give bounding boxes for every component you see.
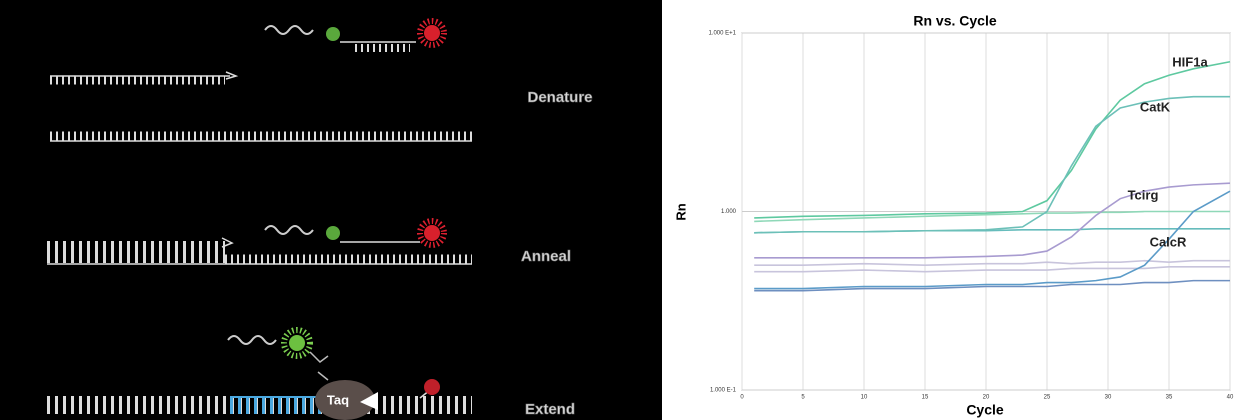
series-line — [754, 95, 1230, 234]
taq-mouth — [360, 392, 378, 410]
probe-tail — [227, 335, 277, 345]
series-line — [754, 182, 1231, 259]
series-label: CalcR — [1150, 234, 1187, 249]
series-line — [754, 210, 1230, 223]
series-line — [754, 190, 1231, 290]
cleaved-probe — [309, 351, 329, 381]
series-line — [754, 60, 1231, 219]
x-tick-label: 25 — [1044, 395, 1051, 401]
primer-arrow — [221, 237, 234, 248]
quencher-rays — [417, 18, 447, 48]
step-label: Anneal — [521, 248, 571, 265]
quencher — [424, 225, 440, 241]
chart-title: Rn vs. Cycle — [913, 13, 996, 29]
diagram-background — [0, 0, 662, 420]
quencher — [424, 25, 440, 41]
series-line — [754, 266, 1230, 273]
y-tick-label: 1.000 — [721, 209, 737, 215]
y-axis-label: Rn — [673, 203, 688, 220]
x-tick-label: 40 — [1227, 395, 1234, 401]
probe-tail — [264, 25, 314, 35]
reporter-rays — [281, 327, 313, 359]
y-tick-label: 1.000 E-1 — [710, 388, 737, 394]
x-tick-label: 20 — [983, 395, 990, 401]
series-line — [754, 279, 1230, 292]
x-tick-label: 15 — [922, 395, 929, 401]
reporter-dye — [289, 335, 305, 351]
series-label: HIF1a — [1172, 54, 1208, 69]
reporter-dye — [326, 226, 340, 240]
enzyme-label: Taq — [327, 392, 349, 407]
diagram: Taq Denature Anneal Extend — [0, 0, 662, 420]
x-tick-label: 30 — [1105, 395, 1112, 401]
x-tick-label: 35 — [1166, 395, 1173, 401]
reporter-dye — [326, 27, 340, 41]
x-tick-label: 10 — [861, 395, 868, 401]
series-line — [754, 259, 1230, 267]
x-tick-label: 0 — [740, 395, 744, 401]
quencher — [424, 379, 440, 395]
x-tick-label: 5 — [801, 395, 805, 401]
y-tick-label: 1.000 E+1 — [708, 31, 736, 37]
series-label: Tcirg — [1128, 187, 1159, 202]
step-label: Denature — [527, 89, 592, 106]
primer-arrow — [225, 71, 239, 80]
step-label: Extend — [525, 401, 575, 418]
series-label: CatK — [1140, 99, 1171, 114]
x-axis-label: Cycle — [966, 402, 1004, 418]
taq-enzyme — [315, 380, 375, 420]
quencher-rays — [417, 218, 447, 248]
probe-tail — [264, 225, 314, 235]
